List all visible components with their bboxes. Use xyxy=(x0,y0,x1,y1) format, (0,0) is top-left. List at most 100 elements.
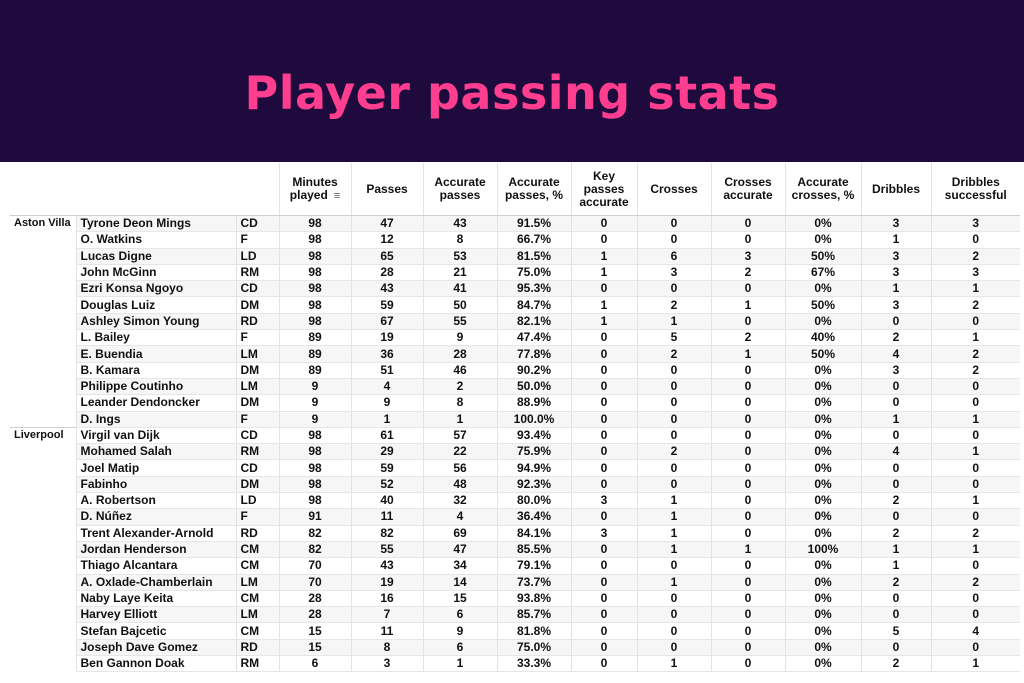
stat-cell: 0% xyxy=(784,606,861,624)
position-cell: CD xyxy=(235,280,279,298)
stat-cell: 33.3% xyxy=(496,655,571,673)
player-name-cell: Naby Laye Keita xyxy=(75,590,236,608)
stat-cell: 2 xyxy=(860,492,931,510)
table-body: Aston Villa Tyrone Deon Mings CD 98 47 43 91.5… xyxy=(10,215,1020,673)
position-cell: LD xyxy=(235,248,279,265)
stat-cell: 2 xyxy=(930,296,1020,314)
stat-cell: 0 xyxy=(710,378,785,396)
header-accurate-passes-pct[interactable]: Accurate passes, % xyxy=(496,163,571,216)
stat-cell: 32 xyxy=(422,492,497,510)
player-name-cell: Virgil van Dijk xyxy=(75,427,236,445)
header-crosses[interactable]: Crosses xyxy=(636,163,711,216)
player-name-cell: Thiago Alcantara xyxy=(75,557,236,575)
header-passes[interactable]: Passes xyxy=(350,163,423,216)
stat-cell: 0 xyxy=(930,427,1020,445)
stat-cell: 3 xyxy=(930,264,1020,282)
stat-cell: 43 xyxy=(422,215,497,233)
stat-cell: 0 xyxy=(860,508,931,526)
stat-cell: 40 xyxy=(350,492,423,510)
stat-cell: 85.7% xyxy=(496,606,571,624)
position-cell: CM xyxy=(235,590,279,608)
stat-cell: 0 xyxy=(636,606,711,624)
position-cell: CD xyxy=(235,459,279,477)
stat-cell: 0% xyxy=(784,215,861,233)
player-name-cell: B. Kamara xyxy=(75,362,236,379)
stat-cell: 19 xyxy=(350,574,423,591)
table-row: Harvey Elliott LM 28 7 6 85.7% 0 0 0 0% 0 0 xyxy=(10,606,1020,624)
stat-cell: 84.1% xyxy=(496,525,571,542)
stat-cell: 1 xyxy=(710,541,785,559)
stat-cell: 73.7% xyxy=(496,574,571,591)
position-cell: DM xyxy=(235,362,279,379)
stat-cell: 7 xyxy=(350,606,423,624)
stat-cell: 0 xyxy=(710,362,785,379)
player-name-cell: Lucas Digne xyxy=(75,248,236,265)
stat-cell: 98 xyxy=(278,427,351,445)
stat-cell: 1 xyxy=(636,525,711,542)
position-cell: CD xyxy=(235,427,279,445)
player-name-cell: Ashley Simon Young xyxy=(75,313,236,331)
stat-cell: 28 xyxy=(278,590,351,608)
stat-cell: 89 xyxy=(278,329,351,347)
stat-cell: 2 xyxy=(930,362,1020,379)
stat-cell: 6 xyxy=(278,655,351,673)
stat-cell: 1 xyxy=(930,443,1020,461)
stat-cell: 1 xyxy=(570,248,637,265)
table-row: Joseph Dave Gomez RD 15 8 6 75.0% 0 0 0 0% 0 0 xyxy=(10,639,1020,657)
stat-cell: 0 xyxy=(930,476,1020,494)
header-crosses-accurate[interactable]: Crosses accurate xyxy=(710,163,785,216)
stat-cell: 0 xyxy=(570,541,637,559)
stat-cell: 2 xyxy=(422,378,497,396)
stat-cell: 0 xyxy=(710,459,785,477)
stat-cell: 1 xyxy=(860,231,931,249)
stat-cell: 1 xyxy=(930,280,1020,298)
stat-cell: 0 xyxy=(636,394,711,412)
sort-icon[interactable]: ≡ xyxy=(333,189,341,202)
position-cell: LM xyxy=(235,378,279,396)
stat-cell: 43 xyxy=(350,557,423,575)
stat-cell: 65 xyxy=(350,248,423,265)
player-name-cell: Stefan Bajcetic xyxy=(75,622,236,640)
position-cell: RD xyxy=(235,639,279,657)
stat-cell: 0% xyxy=(784,525,861,542)
stat-cell: 16 xyxy=(350,590,423,608)
stat-cell: 0% xyxy=(784,411,861,428)
stat-cell: 2 xyxy=(636,296,711,314)
stat-cell: 75.0% xyxy=(496,639,571,657)
stat-cell: 0 xyxy=(570,378,637,396)
stat-cell: 0 xyxy=(710,622,785,640)
stat-cell: 1 xyxy=(636,492,711,510)
stat-cell: 3 xyxy=(860,215,931,233)
stat-cell: 3 xyxy=(860,296,931,314)
stat-cell: 90.2% xyxy=(496,362,571,379)
header-player xyxy=(76,163,236,216)
header-key-passes-accurate[interactable]: Key passes accurate xyxy=(570,163,637,216)
header-pos xyxy=(236,163,279,216)
header-dribbles[interactable]: Dribbles xyxy=(860,163,931,216)
header-accurate-passes[interactable]: Accurate passes xyxy=(422,163,497,216)
player-name-cell: D. Ings xyxy=(75,411,236,428)
stat-cell: 0 xyxy=(710,411,785,428)
header-dribbles-successful[interactable]: Dribbles successful xyxy=(930,163,1020,216)
stat-cell: 0% xyxy=(784,394,861,412)
table-row: Mohamed Salah RM 98 29 22 75.9% 0 2 0 0% 4 1 xyxy=(10,443,1020,461)
player-name-cell: Fabinho xyxy=(75,476,236,494)
header-accurate-crosses-pct[interactable]: Accurate crosses, % xyxy=(784,163,861,216)
stat-cell: 51 xyxy=(350,362,423,379)
stat-cell: 53 xyxy=(422,248,497,265)
stat-cell: 15 xyxy=(278,639,351,657)
stat-cell: 36.4% xyxy=(496,508,571,526)
stat-cell: 0 xyxy=(860,606,931,624)
stat-cell: 80.0% xyxy=(496,492,571,510)
stat-cell: 0 xyxy=(570,459,637,477)
header-minutes-played[interactable]: Minutes played ≡ xyxy=(278,163,351,216)
stat-cell: 0 xyxy=(570,411,637,428)
table-row: D. Ings F 9 1 1 100.0% 0 0 0 0% 1 1 xyxy=(10,411,1020,428)
stat-cell: 0 xyxy=(636,231,711,249)
stat-cell: 0 xyxy=(860,427,931,445)
player-name-cell: Mohamed Salah xyxy=(75,443,236,461)
stat-cell: 47.4% xyxy=(496,329,571,347)
stat-cell: 0 xyxy=(636,378,711,396)
stat-cell: 0 xyxy=(860,590,931,608)
stat-cell: 1 xyxy=(636,508,711,526)
